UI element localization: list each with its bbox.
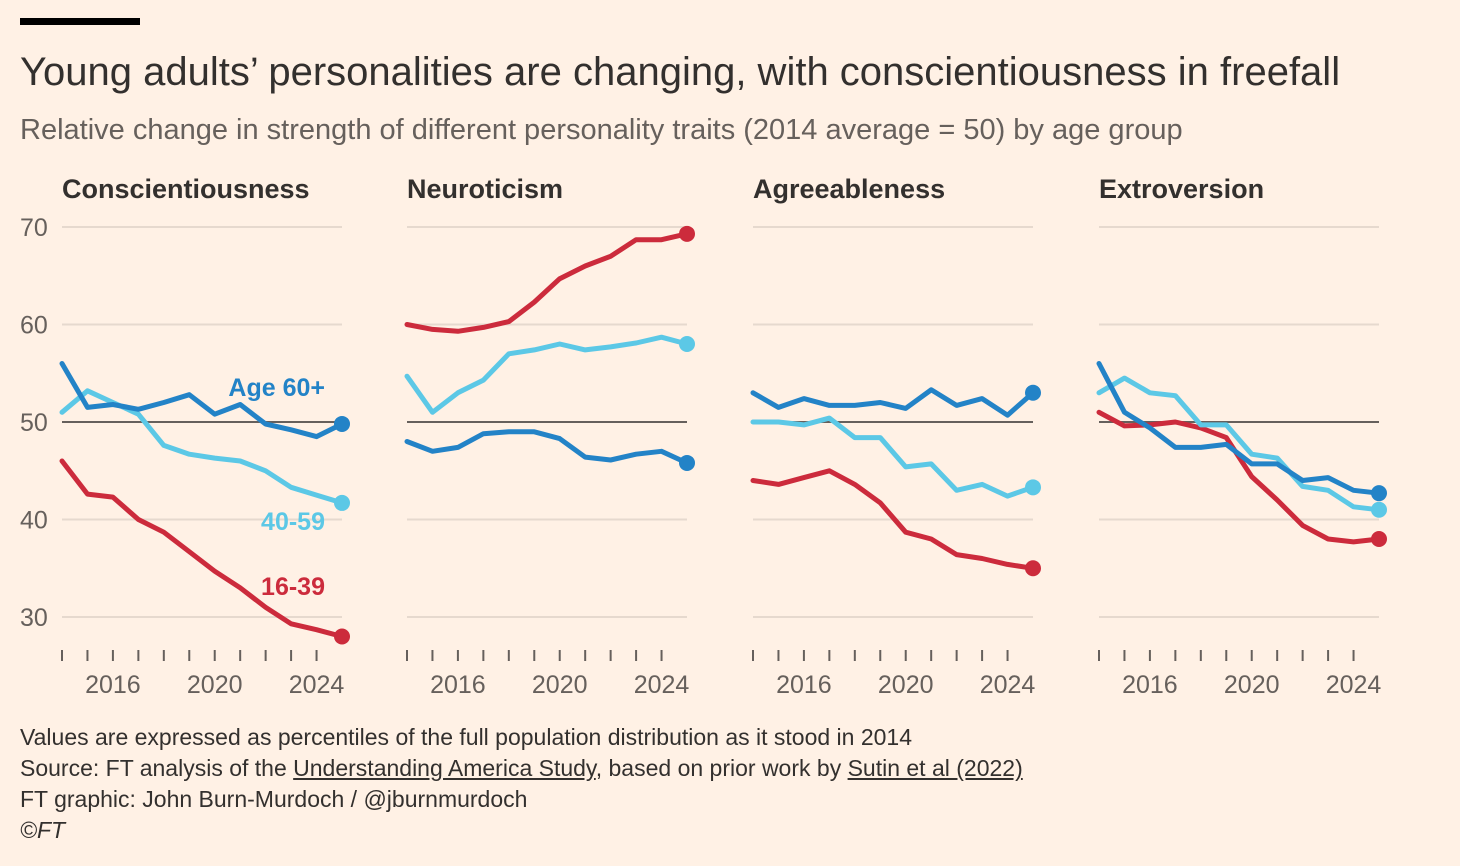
- panel-title-conscientiousness: Conscientiousness: [62, 174, 310, 204]
- panel-extroversion: 2016 2020 2024: [1096, 226, 1387, 699]
- series-endpoint-age-60-plus: [334, 415, 350, 432]
- series-endpoint-age-16-39: [1025, 560, 1041, 577]
- y-tick-label-60: 60: [20, 312, 48, 340]
- series-endpoint-age-60-plus: [1371, 485, 1387, 502]
- sutin-et-al-link[interactable]: Sutin et al (2022): [847, 755, 1023, 781]
- x-tick-label-2024: 2024: [634, 671, 690, 699]
- series-endpoint-age-60-plus: [679, 454, 695, 471]
- x-tick-label-2016: 2016: [430, 671, 486, 699]
- y-tick-label-30: 30: [20, 604, 48, 632]
- footer-source: Source: FT analysis of the Understanding…: [20, 753, 1023, 784]
- series-line-age-16-39: [750, 468, 1036, 571]
- series-line-age-40-59: [404, 334, 690, 415]
- series-endpoint-age-40-59: [334, 494, 350, 511]
- chart-subtitle: Relative change in strength of different…: [20, 114, 1183, 146]
- label-age-60-plus: Age 60+: [228, 374, 325, 402]
- y-tick-label-50: 50: [20, 409, 48, 437]
- understanding-america-study-link[interactable]: Understanding America Study: [293, 755, 596, 781]
- x-tick-label-2024: 2024: [289, 671, 345, 699]
- series-line-age-16-39: [1096, 409, 1382, 545]
- panel-conscientiousness: 30 40 50 60 70 2016 2020 2024 Age 60+ 40-59 16-39: [20, 214, 350, 699]
- footer-credit: FT graphic: John Burn-Murdoch / @jburnmu…: [20, 786, 528, 812]
- x-tick-label-2020: 2020: [187, 671, 243, 699]
- series-line-age-40-59: [59, 388, 345, 506]
- series-endpoint-age-16-39: [334, 628, 350, 645]
- footer-note: Values are expressed as percentiles of t…: [20, 724, 913, 750]
- panel-agreeableness: 2016 2020 2024: [750, 226, 1041, 699]
- x-tick-label-2016: 2016: [85, 671, 141, 699]
- series-endpoint-age-16-39: [1371, 531, 1387, 547]
- y-tick-label-70: 70: [20, 214, 48, 242]
- series-endpoint-age-40-59: [1025, 479, 1041, 496]
- source-middle: , based on prior work by: [595, 755, 848, 781]
- x-tick-label-2020: 2020: [878, 671, 934, 699]
- series-endpoint-age-40-59: [679, 336, 695, 352]
- x-tick-label-2016: 2016: [1122, 671, 1178, 699]
- panel-title-extroversion: Extroversion: [1099, 174, 1265, 204]
- x-tick-label-2016: 2016: [776, 671, 832, 699]
- panel-title-agreeableness: Agreeableness: [753, 174, 946, 204]
- series-line-age-60-plus: [59, 361, 345, 440]
- y-tick-label-40: 40: [20, 507, 48, 535]
- label-age-16-39: 16-39: [261, 573, 325, 601]
- series-line-age-16-39: [404, 231, 690, 334]
- label-age-40-59: 40-59: [261, 508, 325, 536]
- series-line-age-16-39: [59, 458, 345, 639]
- series-line-age-60-plus: [1096, 361, 1382, 496]
- x-tick-label-2020: 2020: [532, 671, 588, 699]
- x-tick-label-2024: 2024: [980, 671, 1036, 699]
- series-line-age-60-plus: [750, 387, 1036, 418]
- series-endpoint-age-60-plus: [1025, 384, 1041, 401]
- footer: Values are expressed as percentiles of t…: [20, 722, 1023, 846]
- footer-copyright: ©FT: [20, 817, 66, 843]
- series-endpoint-age-40-59: [1371, 501, 1387, 518]
- series-endpoint-age-16-39: [679, 225, 695, 242]
- panel-title-neuroticism: Neuroticism: [407, 174, 564, 204]
- series-line-age-40-59: [1096, 375, 1382, 513]
- series-line-age-60-plus: [404, 429, 690, 466]
- panel-neuroticism: 2016 2020 2024: [404, 225, 695, 699]
- ft-top-rule: [20, 18, 140, 25]
- x-tick-label-2024: 2024: [1326, 671, 1382, 699]
- small-multiples-chart: 30 40 50 60 70 2016 2020 2024 Age 60+ 40-59 16-39 2…: [20, 214, 1387, 699]
- source-prefix: Source: FT analysis of the: [20, 755, 294, 781]
- x-tick-label-2020: 2020: [1224, 671, 1280, 699]
- chart-title: Young adults’ personalities are changing…: [20, 50, 1341, 94]
- series-line-age-40-59: [750, 415, 1036, 499]
